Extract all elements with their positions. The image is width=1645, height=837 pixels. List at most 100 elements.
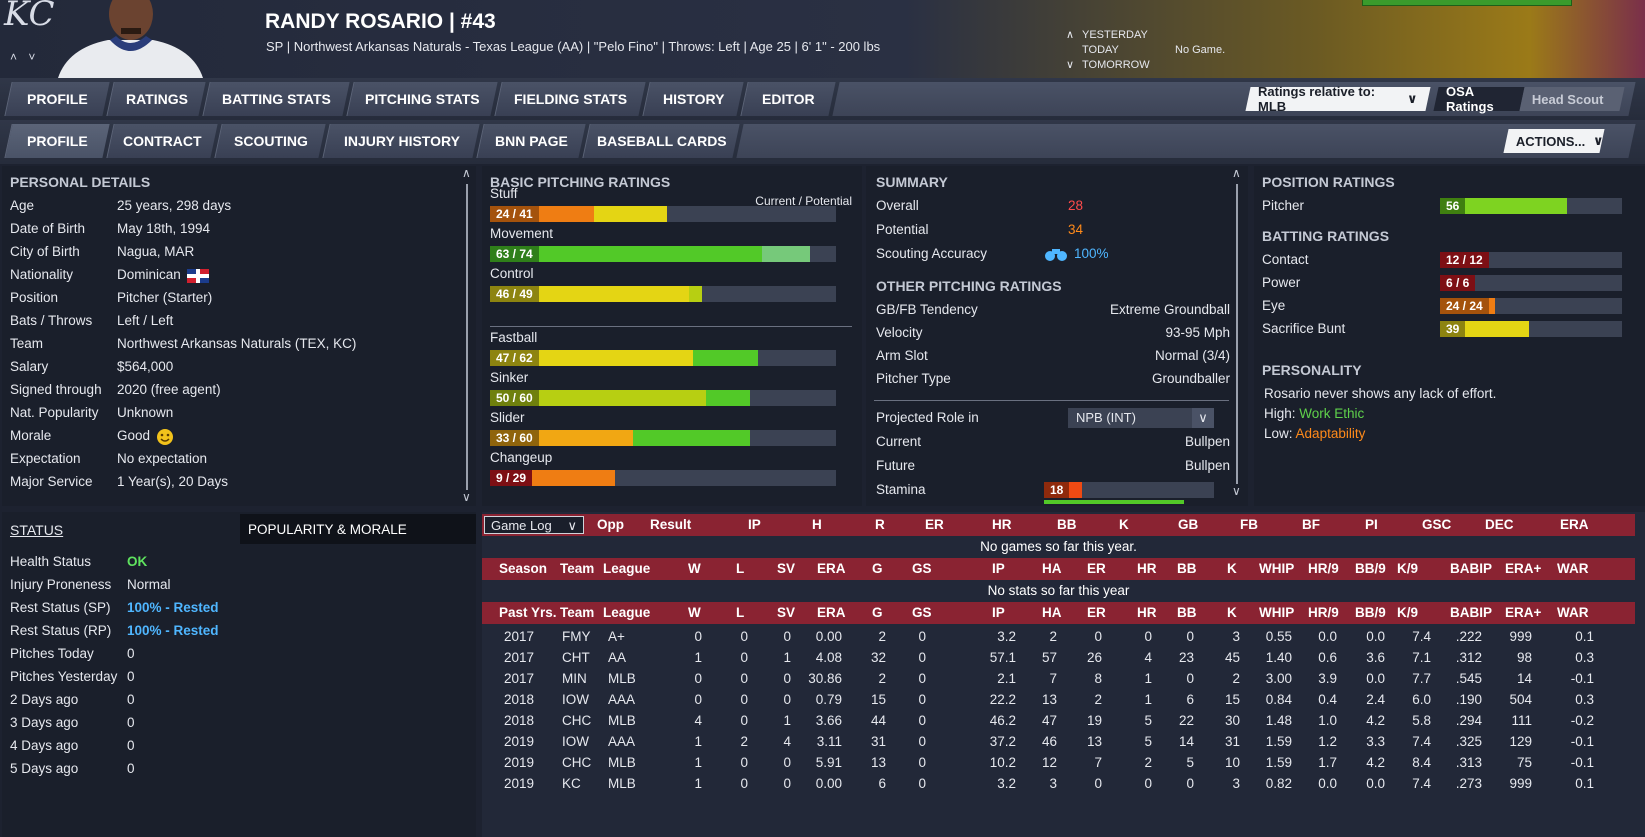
stats-column-header[interactable]: ER [1087, 561, 1106, 576]
stats-column-header[interactable]: K/9 [1397, 605, 1419, 620]
stats-column-header[interactable]: BB [1177, 561, 1197, 576]
game-log-column[interactable]: FB [1240, 517, 1258, 532]
table-row[interactable]: 2018 CHC MLB 4 0 1 3.66 44 0 46.2 47 19 5 22 30 1.48 1.0… [482, 710, 1635, 732]
subtab-baseball-cards[interactable]: BASEBALL CARDS [582, 124, 740, 158]
day-navigator[interactable]: ∧ YESTERDAY TODAY ∨ TOMORROW [1066, 28, 1150, 73]
stats-column-header[interactable]: BB [1177, 605, 1197, 620]
stats-column-header[interactable]: WAR [1557, 561, 1589, 576]
stats-column-header[interactable]: WAR [1557, 605, 1589, 620]
stats-column-header[interactable]: BB/9 [1355, 605, 1386, 620]
stats-column-header[interactable]: IP [992, 605, 1005, 620]
stats-column-header[interactable]: G [872, 605, 883, 620]
game-log-column[interactable]: GSC [1422, 517, 1452, 532]
table-row[interactable]: 2017 CHT AA 1 0 1 4.08 32 0 57.1 57 26 4 23 45 1.40 0.6 3… [482, 647, 1635, 669]
head-scout-toggle[interactable]: Head Scout [1519, 87, 1625, 111]
subtab-injury-history[interactable]: INJURY HISTORY [322, 124, 480, 158]
osa-ratings-toggle[interactable]: OSA Ratings [1433, 84, 1525, 114]
stats-column-header[interactable]: WHIP [1259, 561, 1295, 576]
scroll-down-icon[interactable]: ∨ [462, 490, 471, 504]
stats-column-header[interactable]: League [603, 605, 651, 620]
stats-column-header[interactable]: ERA [817, 605, 846, 620]
subtab-scouting[interactable]: SCOUTING [214, 124, 326, 158]
subtab-bnn-page[interactable]: BNN PAGE [476, 124, 586, 158]
game-log-column[interactable]: HR [992, 517, 1012, 532]
stats-column-header[interactable]: W [688, 605, 701, 620]
stats-column-header[interactable]: HR [1137, 605, 1157, 620]
stats-column-header[interactable]: Past Yrs. [499, 605, 557, 620]
actions-button[interactable]: ACTIONS... ∨ [1503, 129, 1605, 153]
chevron-down-icon[interactable]: ∨ [1066, 59, 1075, 71]
stats-column-header[interactable]: BB/9 [1355, 561, 1386, 576]
stats-column-header[interactable]: HA [1042, 605, 1062, 620]
table-row[interactable]: 2019 IOW AAA 1 2 4 3.11 31 0 37.2 46 13 5 14 31 1.59 1.2… [482, 731, 1635, 753]
tab-fielding-stats[interactable]: FIELDING STATS [494, 82, 646, 116]
stats-column-header[interactable]: K/9 [1397, 561, 1419, 576]
stats-column-header[interactable]: Team [560, 561, 595, 576]
game-log-select[interactable]: Game Log ∨ [484, 516, 584, 534]
game-log-column[interactable]: Opp [597, 517, 624, 532]
stats-column-header[interactable]: W [688, 561, 701, 576]
chevron-down-icon[interactable]: ∨ [1192, 408, 1214, 428]
projected-league-select[interactable]: NPB (INT) ∨ [1068, 408, 1214, 428]
stats-column-header[interactable]: ER [1087, 605, 1106, 620]
popularity-morale-tab[interactable]: POPULARITY & MORALE [240, 514, 476, 544]
tab-profile[interactable]: PROFILE [4, 82, 110, 116]
stats-column-header[interactable]: ERA+ [1505, 605, 1542, 620]
table-row[interactable]: 2017 MIN MLB 0 0 0 30.86 2 0 2.1 7 8 1 0 2 3.00 3.9 0.0 7.… [482, 668, 1635, 690]
game-log-column[interactable]: DEC [1485, 517, 1514, 532]
stats-column-header[interactable]: ERA [817, 561, 846, 576]
stats-column-header[interactable]: League [603, 561, 651, 576]
stats-column-header[interactable]: BABIP [1450, 605, 1493, 620]
stats-column-header[interactable]: L [736, 561, 745, 576]
game-log-column[interactable]: PI [1365, 517, 1378, 532]
scrollbar[interactable] [1236, 184, 1238, 484]
game-log-column[interactable]: GB [1178, 517, 1199, 532]
yesterday-link[interactable]: YESTERDAY [1082, 29, 1148, 41]
table-row[interactable]: 2018 IOW AAA 0 0 0 0.79 15 0 22.2 13 2 1 6 15 0.84 0.4 2.… [482, 689, 1635, 711]
today-link[interactable]: TODAY [1082, 44, 1119, 56]
chevron-up-icon[interactable]: ∧ [1066, 29, 1075, 41]
game-log-column[interactable]: IP [748, 517, 761, 532]
subtab-profile[interactable]: PROFILE [4, 124, 110, 158]
game-log-column[interactable]: ERA [1560, 517, 1589, 532]
stats-column-header[interactable]: ERA+ [1505, 561, 1542, 576]
stats-column-header[interactable]: Season [499, 561, 548, 576]
game-log-column[interactable]: Result [650, 517, 692, 532]
table-row[interactable]: 2017 FMY A+ 0 0 0 0.00 2 0 3.2 2 0 0 0 3 0.55 0.0 0.0 7.4.… [482, 626, 1635, 648]
stats-column-header[interactable]: SV [777, 561, 796, 576]
stats-column-header[interactable]: HR [1137, 561, 1157, 576]
stats-column-header[interactable]: GS [912, 605, 932, 620]
tab-history[interactable]: HISTORY [642, 82, 744, 116]
game-log-column[interactable]: BB [1057, 517, 1077, 532]
stats-column-header[interactable]: HA [1042, 561, 1062, 576]
stats-column-header[interactable]: G [872, 561, 883, 576]
stats-column-header[interactable]: HR/9 [1308, 605, 1339, 620]
game-log-column[interactable]: ER [925, 517, 944, 532]
scroll-up-icon[interactable]: ∧ [1232, 166, 1241, 180]
tab-ratings[interactable]: RATINGS [106, 82, 206, 116]
stats-column-header[interactable]: K [1227, 605, 1237, 620]
scroll-up-icon[interactable]: ∧ [462, 166, 471, 180]
stats-column-header[interactable]: HR/9 [1308, 561, 1339, 576]
subtab-contract[interactable]: CONTRACT [106, 124, 218, 158]
tomorrow-link[interactable]: TOMORROW [1082, 59, 1150, 71]
tab-editor[interactable]: EDITOR [740, 82, 836, 116]
status-tab[interactable]: STATUS [10, 522, 64, 538]
tab-batting-stats[interactable]: BATTING STATS [202, 82, 350, 116]
scroll-down-icon[interactable]: ∨ [1232, 484, 1241, 498]
stats-column-header[interactable]: K [1227, 561, 1237, 576]
table-row[interactable]: 2019 CHC MLB 1 0 0 5.91 13 0 10.2 12 7 2 5 10 1.59 1.7 4.… [482, 752, 1635, 774]
stats-column-header[interactable]: L [736, 605, 745, 620]
stats-column-header[interactable]: GS [912, 561, 932, 576]
table-row[interactable]: 2019 KC MLB 1 0 0 0.00 6 0 3.2 3 0 0 0 3 0.82 0.0 0.0 7.4.… [482, 773, 1635, 795]
stats-column-header[interactable]: WHIP [1259, 605, 1295, 620]
stats-column-header[interactable]: IP [992, 561, 1005, 576]
scrollbar[interactable] [466, 184, 468, 490]
stats-column-header[interactable]: BABIP [1450, 561, 1493, 576]
player-nav-arrows[interactable]: ˄ ˅ [10, 50, 40, 64]
game-log-column[interactable]: BF [1302, 517, 1320, 532]
game-log-column[interactable]: R [875, 517, 885, 532]
stats-column-header[interactable]: Team [560, 605, 595, 620]
game-log-column[interactable]: H [812, 517, 822, 532]
tab-pitching-stats[interactable]: PITCHING STATS [346, 82, 498, 116]
